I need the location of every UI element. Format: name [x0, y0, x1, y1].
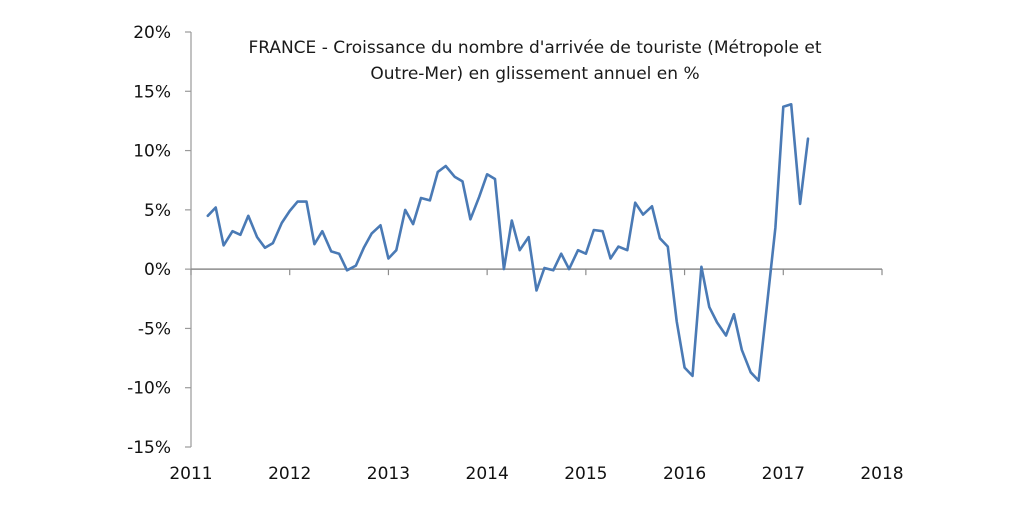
- x-tick-label: 2018: [860, 464, 903, 484]
- x-tick-label: 2015: [564, 464, 607, 484]
- chart-title: FRANCE - Croissance du nombre d'arrivée …: [248, 38, 821, 84]
- x-tick-label: 2012: [268, 464, 311, 484]
- y-tick-label: -10%: [127, 379, 171, 399]
- series-group: [206, 103, 810, 382]
- y-tick-label: 5%: [144, 201, 171, 221]
- x-tick-label: 2016: [663, 464, 706, 484]
- y-tick-label: 15%: [133, 82, 171, 102]
- series-line: [206, 103, 810, 382]
- y-axis: 20% 15% 10% 5% 0% -5% -10% -15%: [127, 23, 192, 458]
- x-tick-label: 2014: [466, 464, 509, 484]
- chart-title-line-1: FRANCE - Croissance du nombre d'arrivée …: [248, 38, 821, 58]
- y-tick-label: -15%: [127, 438, 171, 458]
- x-tick-label: 2013: [367, 464, 410, 484]
- chart-title-line-2: Outre-Mer) en glissement annuel en %: [370, 64, 699, 84]
- y-tick-label: 20%: [133, 23, 171, 43]
- y-tick-label: -5%: [138, 319, 171, 339]
- y-tick-label: 0%: [144, 260, 171, 280]
- x-tick-label: 2017: [762, 464, 805, 484]
- x-tick-label: 2011: [169, 464, 212, 484]
- x-axis: 2011 2012 2013 2014 2015 2016 2017 2018: [169, 268, 904, 484]
- y-tick-label: 10%: [133, 142, 171, 162]
